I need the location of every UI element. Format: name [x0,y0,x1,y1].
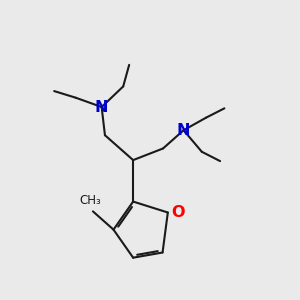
Text: O: O [171,205,184,220]
Text: N: N [95,100,108,115]
Text: CH₃: CH₃ [80,194,101,207]
Text: N: N [177,123,190,138]
